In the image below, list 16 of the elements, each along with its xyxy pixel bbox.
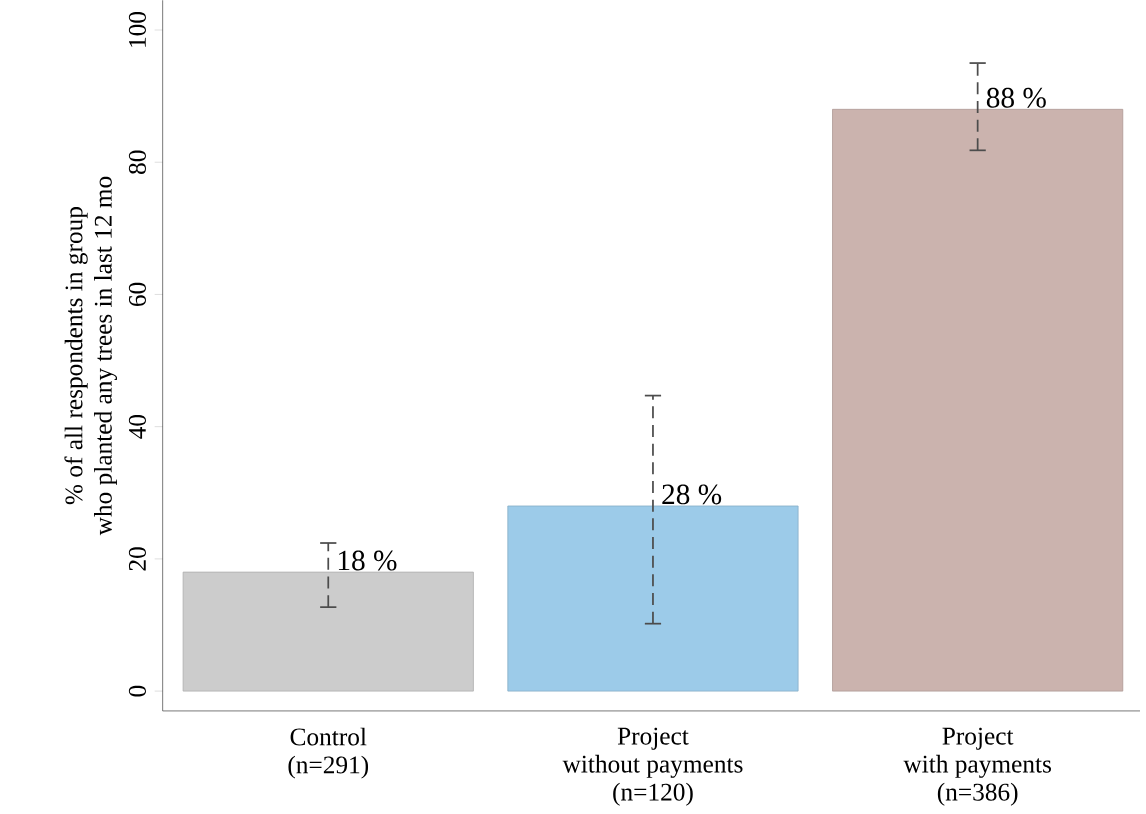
y-tick-label: 100 bbox=[128, 11, 146, 47]
y-axis-title: % of all respondents in group who planted any trees in last 12 mo bbox=[64, 176, 118, 536]
y-tick-label: 20 bbox=[128, 547, 146, 571]
data-label: 18 % bbox=[338, 550, 397, 571]
bar bbox=[182, 571, 474, 692]
bar bbox=[832, 108, 1124, 692]
x-tick-label: Control (n=291) bbox=[288, 727, 369, 779]
x-tick-label: Project with payments (n=386) bbox=[903, 727, 1051, 806]
y-tick-label: 0 bbox=[128, 685, 146, 697]
y-tick-label: 60 bbox=[128, 282, 146, 306]
bar bbox=[507, 505, 799, 692]
y-tick-label: 40 bbox=[128, 414, 146, 439]
y-tick-label: 80 bbox=[128, 150, 146, 174]
x-tick-label: Project without payments (n=120) bbox=[562, 727, 743, 806]
data-label: 88 % bbox=[986, 87, 1046, 108]
data-label: 28 % bbox=[662, 484, 722, 505]
